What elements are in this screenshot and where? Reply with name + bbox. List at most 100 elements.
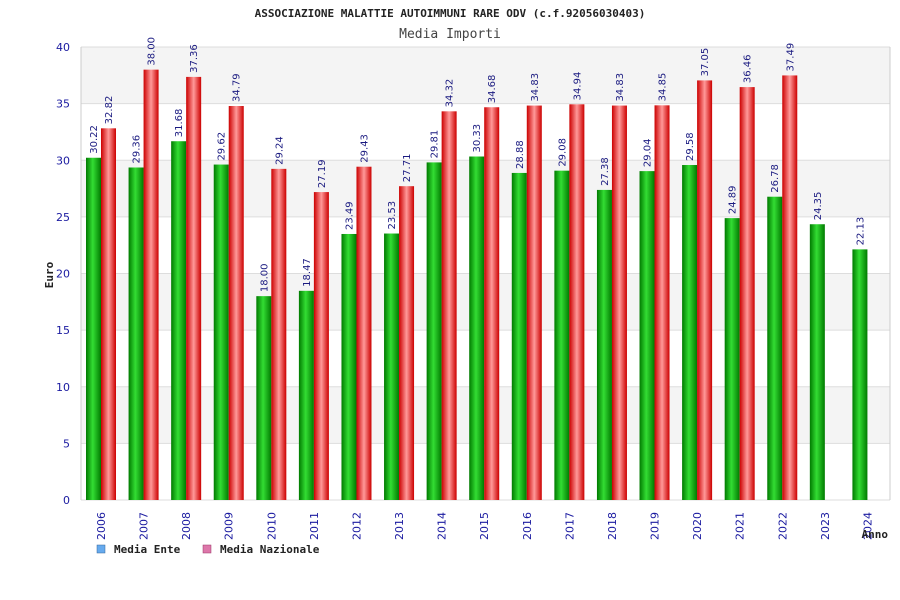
value-label: 37.05	[700, 48, 711, 77]
value-label: 34.68	[487, 75, 498, 104]
x-tick-label: 2015	[478, 512, 491, 540]
value-label: 34.32	[445, 79, 456, 108]
bar-media-ente	[596, 189, 612, 500]
legend-swatch-nazionale	[202, 544, 212, 554]
bar-media-nazionale	[526, 105, 542, 501]
y-tick-label: 20	[56, 268, 70, 281]
plot-band	[81, 47, 890, 104]
value-label: 24.35	[813, 192, 824, 221]
value-label: 24.89	[728, 185, 739, 214]
bar-media-ente	[767, 196, 783, 501]
bar-media-nazionale	[186, 76, 202, 500]
bar-media-nazionale	[399, 186, 415, 500]
bar-media-ente	[298, 290, 314, 500]
bar-media-ente	[682, 165, 698, 500]
x-tick-label: 2009	[223, 512, 236, 540]
value-label: 28.88	[515, 140, 526, 169]
value-label: 34.83	[530, 73, 541, 102]
bar-media-ente	[86, 157, 101, 501]
bar-media-ente	[128, 167, 144, 501]
value-label: 29.58	[685, 132, 696, 161]
value-labels: 30.22 32.82 29.36 38.00 31.68 37.36 29.62 34.79…	[89, 37, 866, 292]
bar-media-nazionale	[739, 87, 755, 500]
bar-media-nazionale	[697, 80, 713, 500]
x-tick-label: 2011	[308, 512, 321, 540]
value-label: 30.33	[472, 124, 483, 153]
x-tick-label: 2021	[734, 512, 747, 540]
x-tick-label: 2010	[265, 512, 278, 540]
value-label: 36.46	[743, 54, 754, 83]
bar-media-ente	[384, 233, 400, 500]
legend-swatch-ente	[96, 544, 106, 554]
x-tick-label: 2008	[180, 512, 193, 540]
y-tick-label: 10	[56, 381, 70, 394]
value-label: 37.36	[189, 44, 200, 73]
bar-media-nazionale	[313, 192, 329, 501]
bar-media-ente	[852, 249, 868, 500]
bar-media-ente	[256, 296, 272, 500]
y-axis-label: Euro	[43, 261, 56, 288]
value-label: 23.49	[344, 201, 355, 230]
chart-subtitle: Media Importi	[399, 27, 501, 42]
value-label: 31.68	[174, 109, 185, 138]
bar-media-ente	[213, 164, 229, 500]
bar-media-nazionale	[654, 105, 670, 500]
bar-media-ente	[426, 162, 442, 501]
x-tick-label: 2018	[606, 512, 619, 540]
y-tick-label: 0	[63, 494, 70, 507]
x-tick-label: 2007	[138, 512, 151, 540]
value-label: 34.85	[658, 73, 669, 102]
value-label: 29.24	[274, 136, 285, 165]
x-axis-ticks: 2006 2007 2008 2009 2010 2011 2012 2013 2014 2015…	[95, 512, 874, 540]
bar-media-ente	[171, 141, 187, 500]
value-label: 29.36	[132, 135, 143, 164]
value-label: 34.83	[615, 73, 626, 102]
bar-media-ente	[809, 224, 825, 500]
value-label: 29.62	[217, 132, 228, 161]
value-label: 18.00	[259, 264, 270, 293]
bar-media-nazionale	[441, 111, 457, 501]
x-tick-label: 2023	[819, 512, 832, 540]
value-label: 27.71	[402, 154, 413, 183]
x-tick-label: 2013	[393, 512, 406, 540]
x-tick-label: 2014	[436, 512, 449, 540]
y-tick-label: 5	[63, 437, 70, 450]
y-tick-label: 40	[56, 41, 70, 54]
y-tick-label: 30	[56, 154, 70, 167]
x-tick-label: 2022	[776, 512, 789, 540]
legend-label-ente: Media Ente	[114, 543, 181, 556]
value-label: 29.43	[359, 134, 370, 163]
x-tick-label: 2006	[95, 512, 108, 540]
bar-media-nazionale	[143, 69, 159, 501]
x-tick-label: 2024	[861, 512, 874, 540]
bar-media-ente	[341, 233, 357, 500]
value-label: 34.79	[232, 73, 243, 102]
value-label: 18.47	[302, 258, 313, 287]
value-label: 26.78	[770, 164, 781, 193]
bar-media-nazionale	[611, 105, 627, 501]
x-tick-label: 2019	[649, 512, 662, 540]
bar-media-ente	[639, 171, 655, 500]
chart-title: ASSOCIAZIONE MALATTIE AUTOIMMUNI RARE OD…	[255, 7, 646, 20]
value-label: 38.00	[147, 37, 158, 66]
value-label: 30.22	[89, 125, 100, 154]
bar-media-ente	[511, 172, 527, 500]
value-label: 29.08	[557, 138, 568, 167]
y-tick-label: 35	[56, 98, 70, 111]
value-label: 29.81	[430, 130, 441, 159]
legend-label-nazionale: Media Nazionale	[220, 543, 320, 556]
x-tick-label: 2012	[350, 512, 363, 540]
x-tick-label: 2020	[691, 512, 704, 540]
bar-media-ente	[554, 170, 570, 500]
y-tick-label: 25	[56, 211, 70, 224]
x-tick-label: 2016	[521, 512, 534, 540]
bar-media-nazionale	[569, 104, 585, 500]
bar-media-ente	[724, 218, 740, 501]
value-label: 22.13	[855, 217, 866, 246]
value-label: 34.94	[572, 72, 583, 101]
bar-media-nazionale	[356, 166, 372, 500]
x-axis-label: Anno	[862, 528, 889, 541]
value-label: 23.53	[387, 201, 398, 230]
value-label: 32.82	[104, 96, 115, 125]
